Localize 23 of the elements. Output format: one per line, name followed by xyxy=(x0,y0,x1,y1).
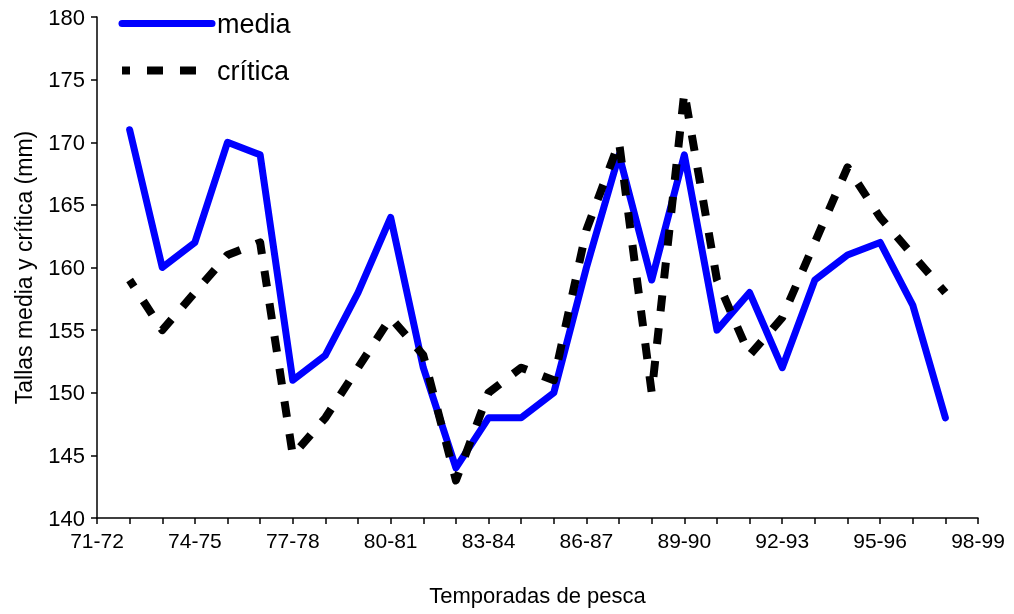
legend-label: crítica xyxy=(217,55,290,86)
y-tick-label: 165 xyxy=(48,192,85,218)
y-tick-label: 170 xyxy=(48,129,85,155)
x-tick-label: 77-78 xyxy=(265,529,320,552)
y-axis-title: Tallas media y crítica (mm) xyxy=(10,130,37,405)
x-tick-label: 86-87 xyxy=(559,529,614,552)
x-tick-label: 95-96 xyxy=(853,529,907,552)
y-tick-label: 140 xyxy=(48,505,85,531)
x-tick-label: 80-81 xyxy=(363,529,418,552)
x-tick-label: 74-75 xyxy=(168,529,222,552)
x-tick-label: 71-72 xyxy=(70,529,124,552)
y-tick-label: 175 xyxy=(48,67,85,93)
x-tick-label: 89-90 xyxy=(657,529,712,552)
x-axis-title: Temporadas de pesca xyxy=(429,582,647,608)
legend-label: media xyxy=(217,8,292,39)
y-tick-label: 180 xyxy=(48,4,85,30)
y-tick-label: 150 xyxy=(48,380,85,406)
x-tick-label: 98-99 xyxy=(951,529,1005,552)
x-tick-label: 92-93 xyxy=(755,529,810,552)
y-tick-label: 160 xyxy=(48,255,85,280)
x-tick-label: 83-84 xyxy=(461,529,516,552)
y-tick-label: 155 xyxy=(48,317,85,343)
y-tick-label: 145 xyxy=(48,442,85,468)
